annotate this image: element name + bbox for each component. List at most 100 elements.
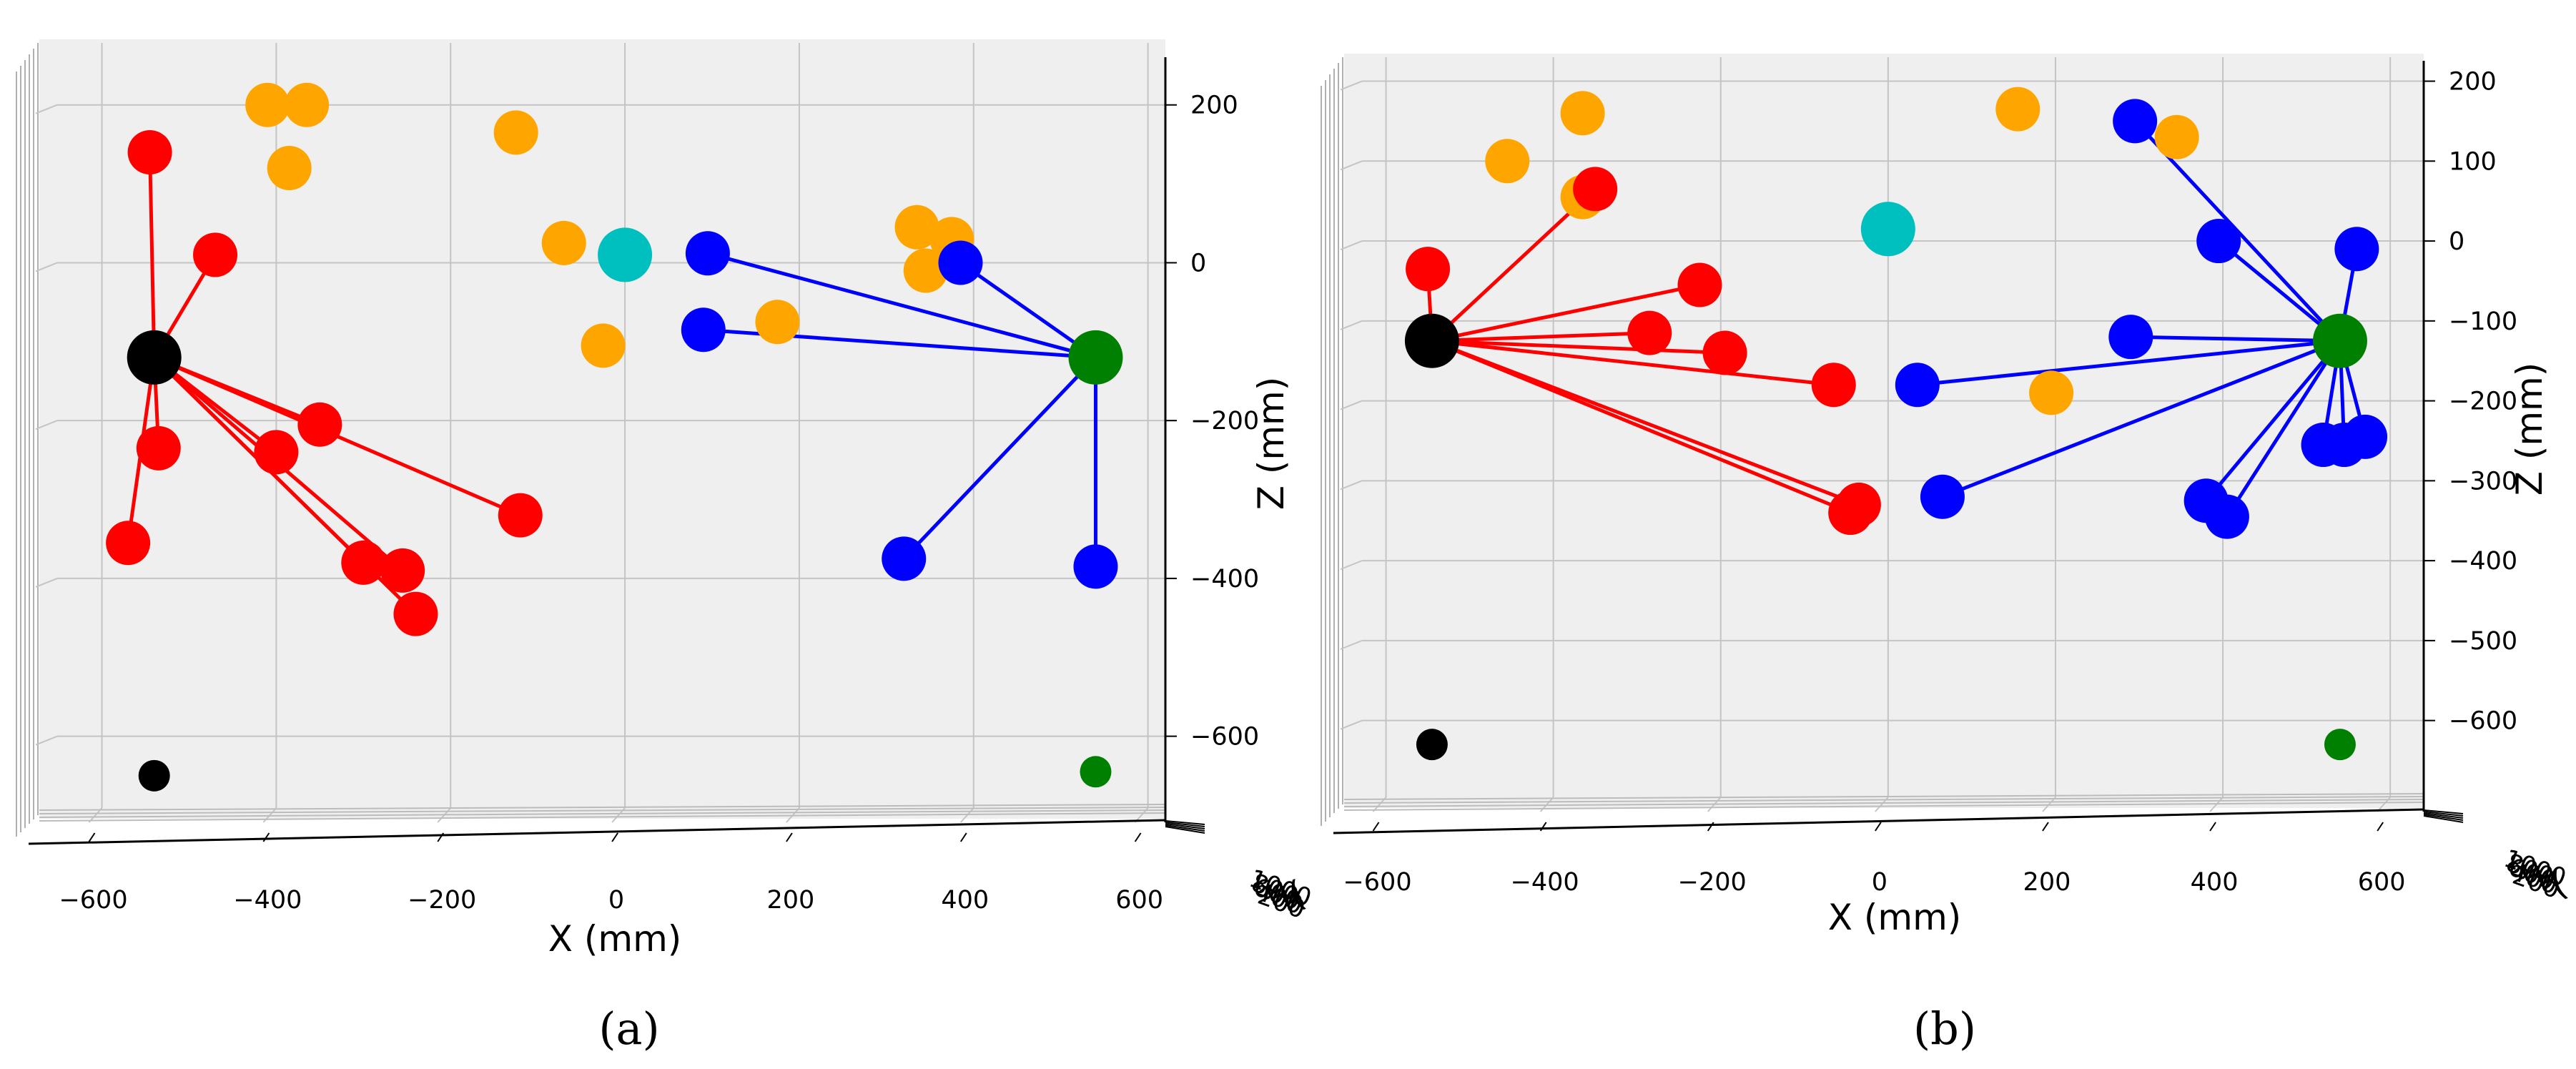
x-tick-mark — [1372, 822, 1380, 832]
projection-point-black — [138, 759, 170, 792]
red-point — [498, 493, 543, 538]
blue-point — [681, 307, 726, 353]
x-tick-mark — [88, 832, 96, 842]
x-tick-label: 400 — [2191, 868, 2239, 897]
x-tick-label: −400 — [1511, 868, 1579, 897]
x-tick-mark — [437, 832, 445, 842]
blue-point — [2204, 494, 2249, 539]
projection-point-green — [1080, 756, 1112, 788]
y-axis-tick — [1165, 824, 1205, 832]
x-tick-mark — [611, 832, 618, 842]
z-axis-label: Z (mm) — [1250, 377, 1292, 511]
x-axis-line — [28, 819, 1166, 845]
y-axis-tick — [2423, 815, 2464, 823]
cyan-point — [598, 227, 653, 282]
green-hub-point — [2312, 313, 2367, 368]
z-gridline-depth — [35, 104, 58, 114]
z-gridline-depth — [1340, 80, 1363, 91]
x-tick-mark — [1134, 832, 1142, 842]
blue-point — [1920, 474, 1965, 519]
floor-line — [1343, 793, 2424, 800]
x-tick-mark — [2377, 822, 2384, 832]
red-point — [297, 402, 342, 447]
y-axis-tick — [2423, 814, 2464, 821]
black-hub-point — [1404, 313, 1459, 368]
cyan-point — [1860, 202, 1915, 257]
red-point — [127, 129, 172, 174]
floor-line — [39, 812, 1166, 822]
red-point — [1627, 310, 1672, 355]
projection-point-green — [2324, 729, 2356, 761]
x-tick-label: −200 — [408, 886, 476, 915]
z-gridline-depth — [35, 262, 58, 272]
orange-point — [755, 300, 800, 345]
orange-point — [541, 220, 586, 265]
z-gridline-depth — [1340, 400, 1363, 410]
blue-connection-line — [2225, 340, 2342, 518]
z-tick-label: −200 — [2449, 388, 2517, 416]
chart-panel-a: −600 −400 −200 0 200 400 6002000−200−400−60010… — [16, 39, 1315, 1055]
orange-point — [1485, 139, 1530, 184]
red-point — [341, 540, 386, 585]
red-point — [380, 548, 425, 593]
x-tick-mark — [262, 832, 270, 842]
orange-point — [493, 110, 538, 155]
z-gridline-depth — [1340, 160, 1363, 171]
x-tick-mark — [2209, 822, 2216, 832]
z-axis-label: Z (mm) — [2509, 363, 2550, 496]
red-point — [193, 232, 238, 277]
z-tick-label: 200 — [1190, 92, 1238, 120]
y-axis-tick — [1165, 823, 1205, 829]
z-tick-label: 0 — [1190, 249, 1206, 277]
chart-panel-b: −600 −400 −200 0 200 400 600 200 100 0 −100 −200 −30… — [1321, 54, 2572, 1055]
z-tick-label: −300 — [2449, 467, 2517, 496]
orange-point — [894, 205, 939, 250]
blue-point — [2108, 315, 2153, 360]
red-connection-line — [148, 152, 157, 358]
red-point — [1828, 491, 1873, 536]
x-tick-label: 400 — [941, 886, 989, 915]
z-tick-label: 200 — [2449, 68, 2497, 97]
blue-connection-line — [2204, 340, 2341, 502]
x-tick-label: −600 — [1343, 868, 1411, 897]
z-tick-label: −200 — [1190, 407, 1259, 435]
z-tick-label: 100 — [2449, 147, 2497, 176]
red-connection-line — [1431, 339, 1852, 515]
x-tick-mark — [786, 832, 793, 842]
panel-caption: (a) — [598, 1003, 659, 1055]
blue-point — [2343, 414, 2388, 459]
floor-line — [1343, 796, 2424, 804]
blue-connection-line — [2131, 335, 2340, 343]
y-axis-tick — [1165, 826, 1205, 834]
z-tick-label: −100 — [2449, 307, 2517, 336]
orange-point — [267, 146, 312, 191]
blue-connection-line — [707, 251, 1097, 360]
x-tick-label: 200 — [767, 886, 815, 915]
z-gridline-depth — [35, 420, 58, 430]
red-point — [136, 425, 181, 471]
red-point — [1702, 330, 1747, 375]
blue-point — [685, 231, 730, 276]
z-gridline-depth — [1340, 560, 1363, 571]
z-tick-label: 0 — [2449, 227, 2464, 256]
x-tick-label: 200 — [2023, 868, 2071, 897]
orange-point — [245, 82, 290, 127]
y-axis-tick — [1165, 822, 1205, 827]
x-axis-label: X (mm) — [548, 918, 682, 960]
red-point — [254, 430, 299, 475]
blue-point — [1895, 363, 1940, 408]
orange-point — [581, 323, 626, 368]
x-tick-mark — [1539, 822, 1547, 832]
x-tick-mark — [1707, 822, 1714, 832]
plot-pane — [1344, 54, 2424, 808]
z-gridline-depth — [35, 577, 58, 588]
z-tick-label: −500 — [2449, 627, 2517, 656]
red-connection-line — [1431, 187, 1597, 343]
red-point — [1811, 363, 1856, 408]
x-tick-label: −200 — [1678, 868, 1747, 897]
z-gridline-depth — [1340, 240, 1363, 250]
x-tick-label: −600 — [59, 886, 127, 915]
red-point — [1406, 247, 1451, 292]
x-tick-mark — [2042, 822, 2049, 832]
